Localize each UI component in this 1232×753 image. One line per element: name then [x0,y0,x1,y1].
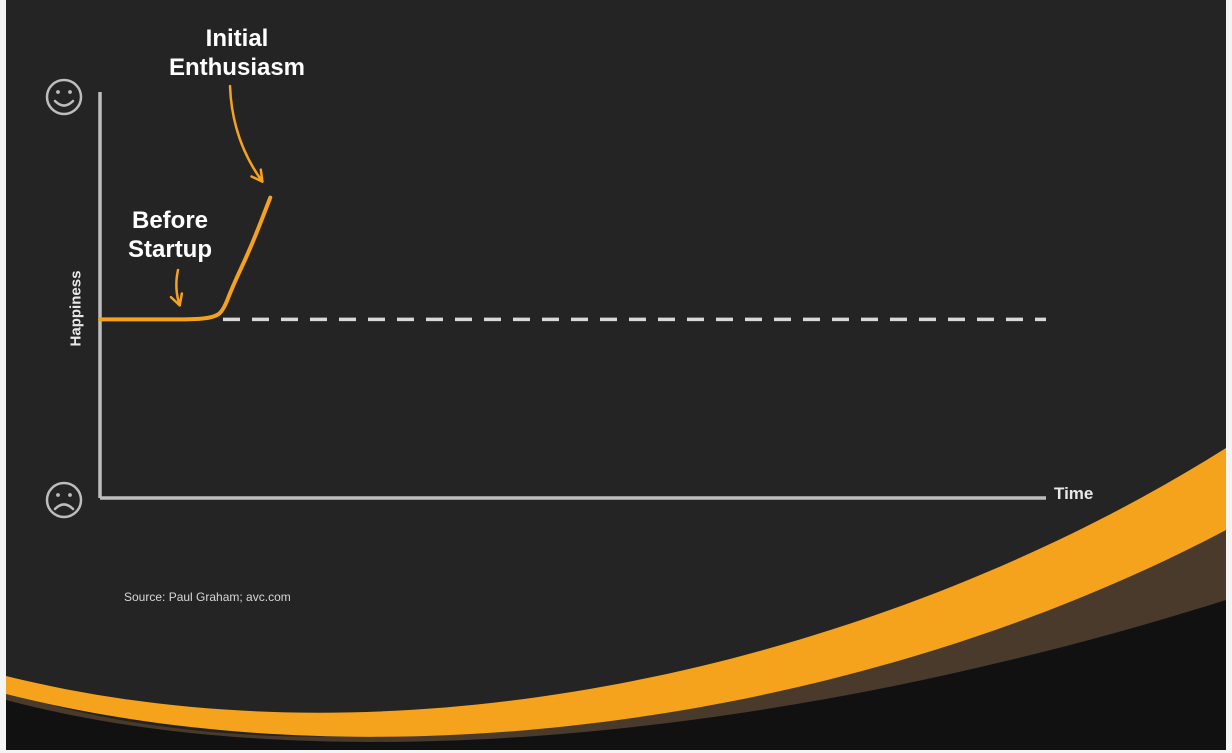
initial-enthusiasm-label: Initial Enthusiasm [162,24,312,83]
before-startup-arrow-icon [169,268,184,307]
initial-enthusiasm-arrow-icon [228,84,264,183]
x-axis-label: Time [1054,484,1094,503]
initial-enthusiasm-label-line-2: Enthusiasm [168,54,306,82]
frowning-face-icon [45,481,83,519]
decorative-swoosh-bottom [6,600,1226,750]
before-startup-label-line-1: Before [131,207,209,234]
before-startup-label: Before Startup [114,206,226,265]
happiness-series-line [98,195,273,322]
chart [6,78,1226,750]
slide: Initial Enthusiasm Before Startup Happin… [6,0,1226,750]
smiley-face-icon [45,78,83,116]
source-note: Source: Paul Graham; avc.com [124,590,291,604]
initial-enthusiasm-label-line-1: Initial [205,25,269,52]
decorative-swoosh-orange [6,448,1226,737]
y-axis-label: Happiness [67,270,85,347]
before-startup-label-line-2: Startup [128,236,212,264]
